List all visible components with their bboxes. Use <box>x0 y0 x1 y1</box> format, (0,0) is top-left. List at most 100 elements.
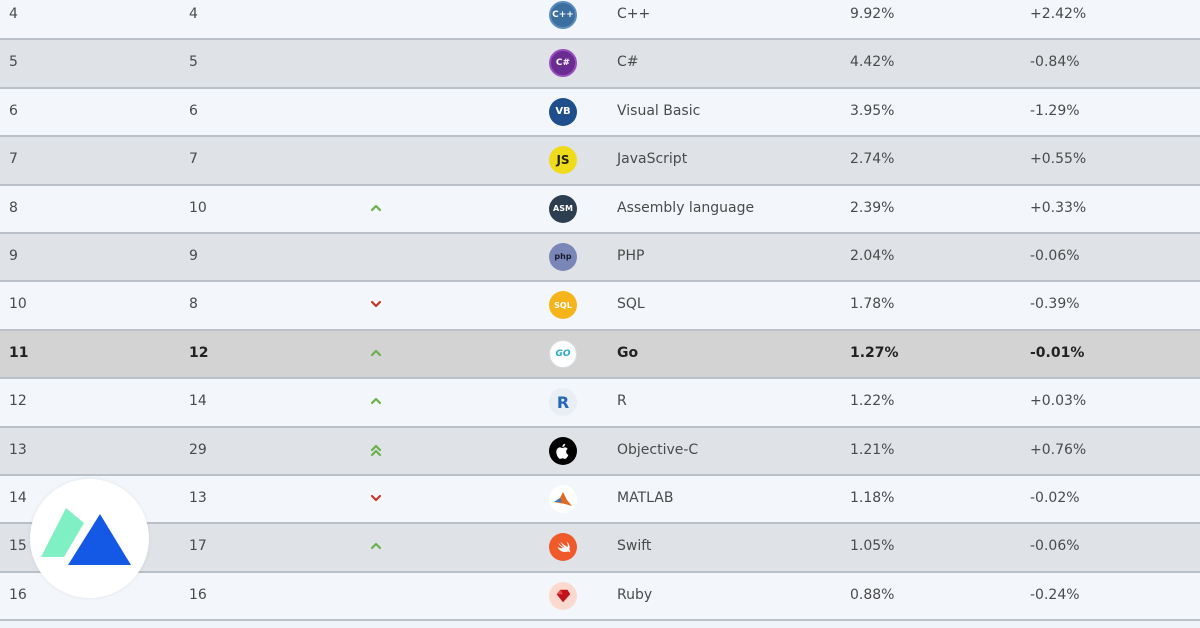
apple-icon <box>549 436 577 465</box>
chevron-up-icon <box>368 393 384 409</box>
rating-value: 1.21% <box>850 441 895 458</box>
current-rank: 5 <box>9 54 18 71</box>
table-row: 9 9 php PHP 2.04% -0.06% <box>0 233 1200 283</box>
no-change <box>368 54 384 70</box>
current-rank: 10 <box>9 296 27 313</box>
no-change <box>368 6 384 22</box>
go-icon: GO <box>549 339 577 368</box>
chevron-down-icon <box>368 296 384 312</box>
table-row: 14 13 MATLAB 1.18% -0.02% <box>0 475 1200 525</box>
rating-change: +0.33% <box>1030 199 1087 216</box>
language-name: MATLAB <box>617 489 674 506</box>
rating-change: -0.02% <box>1030 489 1080 506</box>
rating-value: 1.78% <box>850 296 895 313</box>
previous-rank: 10 <box>189 199 207 216</box>
rating-value: 1.27% <box>850 344 899 361</box>
table-row: 13 29 Objective-C 1.21% +0.76% <box>0 427 1200 476</box>
chevron-down-icon <box>368 490 384 506</box>
previous-rank: 6 <box>189 102 198 119</box>
no-change <box>368 151 384 167</box>
current-rank: 8 <box>9 199 18 216</box>
table-row: 11 12 GO Go 1.27% -0.01% <box>0 330 1200 380</box>
language-name: Ruby <box>617 586 653 603</box>
current-rank: 6 <box>9 102 18 119</box>
previous-rank: 13 <box>189 489 207 506</box>
chevron-up-icon <box>368 538 384 554</box>
rating-change: -0.24% <box>1030 586 1080 603</box>
language-name: Visual Basic <box>617 102 701 119</box>
rating-change: -1.29% <box>1030 102 1080 119</box>
language-name: C# <box>617 54 639 71</box>
chevron-up-icon <box>368 345 384 361</box>
matlab-icon <box>549 484 577 513</box>
ruby-icon <box>549 581 577 610</box>
swift-icon <box>549 533 577 562</box>
assembly-icon: ASM <box>549 194 577 223</box>
previous-rank: 4 <box>189 6 198 22</box>
table-row: 12 14 R R 1.22% +0.03% <box>0 379 1200 428</box>
current-rank: 11 <box>9 344 29 361</box>
language-name: JavaScript <box>617 151 688 168</box>
brand-logo-light-shape <box>41 508 84 557</box>
language-name: SQL <box>617 296 645 313</box>
current-rank: 4 <box>9 6 18 22</box>
brand-logo-icon <box>30 479 149 598</box>
table-row: 16 16 Ruby 0.88% -0.24% <box>0 572 1200 622</box>
rating-change: -0.06% <box>1030 538 1080 555</box>
no-change <box>368 587 384 603</box>
rating-value: 2.74% <box>850 151 895 168</box>
rating-value: 9.92% <box>850 6 895 22</box>
current-rank: 12 <box>9 393 27 410</box>
language-name: R <box>617 393 627 410</box>
no-change <box>368 248 384 264</box>
visual-basic-icon: VB <box>549 97 577 126</box>
rating-value: 1.18% <box>850 489 895 506</box>
php-icon: php <box>549 242 577 271</box>
table-row: 6 6 VB Visual Basic 3.95% -1.29% <box>0 88 1200 138</box>
previous-rank: 17 <box>189 538 207 555</box>
rating-change: -0.84% <box>1030 54 1080 71</box>
rating-change: +0.55% <box>1030 151 1087 168</box>
language-name: Go <box>617 344 639 361</box>
table-row: 5 5 C# C# 4.42% -0.84% <box>0 40 1200 89</box>
javascript-icon: JS <box>549 146 577 175</box>
previous-rank: 5 <box>189 54 198 71</box>
rating-value: 0.88% <box>850 586 895 603</box>
rating-change: +0.76% <box>1030 441 1087 458</box>
language-name: Objective-C <box>617 441 699 458</box>
current-rank: 9 <box>9 247 18 264</box>
sql-icon: SQL <box>549 291 577 320</box>
rating-change: +0.03% <box>1030 393 1087 410</box>
previous-rank: 7 <box>189 151 198 168</box>
language-name: PHP <box>617 247 645 264</box>
previous-rank: 12 <box>189 344 209 361</box>
rating-value: 3.95% <box>850 102 895 119</box>
brand-logo-dark-shape <box>68 514 131 565</box>
current-rank: 14 <box>9 489 27 506</box>
current-rank: 16 <box>9 586 27 603</box>
chevron-up-icon <box>368 200 384 216</box>
r-icon: R <box>549 388 577 417</box>
previous-rank: 8 <box>189 296 198 313</box>
rating-change: +2.42% <box>1030 6 1087 22</box>
language-name: Swift <box>617 538 652 555</box>
rating-value: 1.22% <box>850 393 895 410</box>
rating-change: -0.06% <box>1030 247 1080 264</box>
rating-value: 4.42% <box>850 54 895 71</box>
table-row: 10 8 SQL SQL 1.78% -0.39% <box>0 282 1200 331</box>
rating-value: 2.04% <box>850 247 895 264</box>
previous-rank: 9 <box>189 247 198 264</box>
cpp-icon: C++ <box>549 1 577 29</box>
current-rank: 15 <box>9 538 27 555</box>
previous-rank: 29 <box>189 441 207 458</box>
rating-change: -0.01% <box>1030 344 1085 361</box>
rating-value: 1.05% <box>850 538 895 555</box>
language-name: Assembly language <box>617 199 755 216</box>
rating-change: -0.39% <box>1030 296 1080 313</box>
rating-value: 2.39% <box>850 199 895 216</box>
language-name: C++ <box>617 6 651 22</box>
previous-rank: 16 <box>189 586 207 603</box>
table-row: 8 10 ASM Assembly language 2.39% +0.33% <box>0 185 1200 234</box>
current-rank: 13 <box>9 441 27 458</box>
